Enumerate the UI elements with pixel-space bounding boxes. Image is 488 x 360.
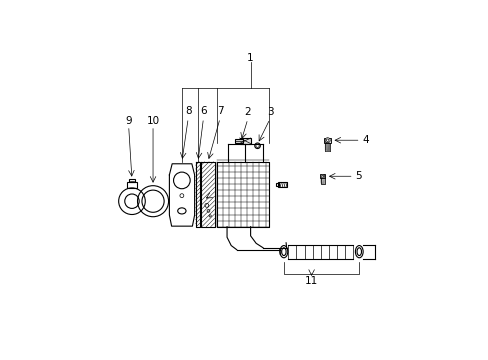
Bar bbox=[324, 138, 330, 143]
Bar bbox=[239, 138, 250, 144]
Text: 6: 6 bbox=[200, 106, 206, 116]
Bar bbox=[275, 183, 278, 186]
Text: 7: 7 bbox=[216, 106, 223, 116]
Text: 3: 3 bbox=[266, 107, 273, 117]
Text: 10: 10 bbox=[146, 116, 159, 126]
Text: 11: 11 bbox=[305, 276, 318, 286]
Bar bbox=[127, 183, 137, 188]
Circle shape bbox=[325, 138, 329, 143]
Text: 4: 4 bbox=[362, 135, 368, 145]
Bar bbox=[278, 183, 286, 187]
Text: 1: 1 bbox=[247, 53, 253, 63]
Bar bbox=[234, 139, 243, 143]
Text: 8: 8 bbox=[184, 106, 191, 116]
Text: 2: 2 bbox=[244, 107, 251, 117]
Circle shape bbox=[320, 174, 324, 178]
Text: 5: 5 bbox=[355, 171, 361, 181]
Bar bbox=[129, 179, 135, 183]
Text: 9: 9 bbox=[125, 116, 132, 126]
Bar bbox=[319, 174, 325, 179]
